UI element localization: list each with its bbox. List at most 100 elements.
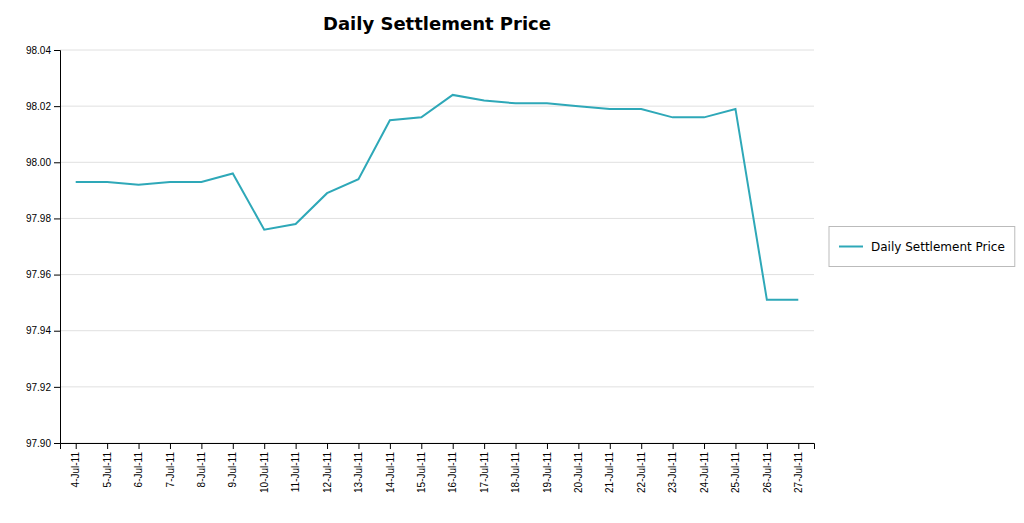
series-line bbox=[76, 95, 799, 300]
x-tick-mark bbox=[704, 443, 705, 449]
legend-item: Daily Settlement Price bbox=[839, 240, 1005, 254]
x-tick-label: 18-Jul-11 bbox=[510, 452, 521, 493]
title: Daily Settlement Price bbox=[323, 13, 551, 34]
x-tick-mark bbox=[327, 443, 328, 449]
y-tick: 97.90 bbox=[26, 438, 60, 449]
x-tick-mark bbox=[453, 443, 454, 449]
y-tick-label: 97.94 bbox=[26, 325, 51, 336]
grid-line bbox=[60, 162, 814, 163]
x-tick-label: 5-Jul-11 bbox=[102, 452, 113, 488]
x-tick-mark bbox=[296, 443, 297, 449]
x-tick: 12-Jul-11 bbox=[322, 443, 333, 493]
x-tick: 11-Jul-11 bbox=[290, 443, 301, 492]
y-tick-mark bbox=[54, 50, 60, 51]
x-tick: 14-Jul-11 bbox=[385, 443, 396, 493]
grid-line bbox=[60, 218, 814, 219]
legend-swatch bbox=[839, 246, 863, 248]
y-axis: 97.90 97.92 97.94 97.96 97.98 98.00 98.02 98.04 bbox=[26, 45, 61, 449]
x-axis-line bbox=[61, 444, 815, 450]
x-tick-label: 9-Jul-11 bbox=[227, 452, 238, 488]
x-tick-mark bbox=[201, 443, 202, 449]
x-tick: 22-Jul-11 bbox=[636, 443, 647, 493]
x-tick-mark bbox=[735, 443, 736, 449]
x-tick: 20-Jul-11 bbox=[573, 443, 584, 493]
x-tick-mark bbox=[610, 443, 611, 449]
y-tick-mark bbox=[54, 443, 60, 444]
x-tick: 27-Jul-11 bbox=[793, 443, 804, 493]
x-tick: 23-Jul-11 bbox=[667, 443, 678, 493]
x-tick-label: 8-Jul-11 bbox=[196, 452, 207, 488]
x-tick-label: 6-Jul-11 bbox=[133, 452, 144, 488]
x-tick-mark bbox=[673, 443, 674, 449]
legend-label: Daily Settlement Price bbox=[871, 240, 1005, 254]
x-tick: 16-Jul-11 bbox=[447, 443, 458, 493]
y-axis-line bbox=[54, 51, 61, 444]
x-tick-label: 21-Jul-11 bbox=[604, 452, 615, 493]
x-tick-label: 19-Jul-11 bbox=[542, 452, 553, 493]
y-tick-label: 97.96 bbox=[26, 269, 51, 280]
x-tick: 4-Jul-11 bbox=[70, 443, 81, 487]
grid-line bbox=[60, 50, 814, 51]
x-tick: 5-Jul-11 bbox=[102, 443, 113, 487]
x-tick-mark bbox=[233, 443, 234, 449]
x-tick-mark bbox=[76, 443, 77, 449]
y-tick-mark bbox=[54, 162, 60, 163]
x-tick-label: 15-Jul-11 bbox=[416, 452, 427, 493]
x-tick: 8-Jul-11 bbox=[196, 443, 207, 487]
x-tick: 18-Jul-11 bbox=[510, 443, 521, 493]
x-tick: 9-Jul-11 bbox=[227, 443, 238, 487]
grid bbox=[60, 50, 814, 443]
y-tick: 97.98 bbox=[26, 213, 60, 224]
x-tick-label: 20-Jul-11 bbox=[573, 452, 584, 493]
x-tick-label: 7-Jul-11 bbox=[165, 452, 176, 488]
x-tick: 25-Jul-11 bbox=[730, 443, 741, 493]
x-tick-mark bbox=[798, 443, 799, 449]
y-tick-mark bbox=[54, 387, 60, 388]
x-tick-mark bbox=[578, 443, 579, 449]
y-tick-label: 97.92 bbox=[26, 382, 51, 393]
y-tick: 97.96 bbox=[26, 269, 60, 280]
x-tick-mark bbox=[641, 443, 642, 449]
x-tick-label: 10-Jul-11 bbox=[259, 452, 270, 493]
y-tick: 98.04 bbox=[26, 45, 60, 56]
x-tick-mark bbox=[107, 443, 108, 449]
x-tick-mark bbox=[484, 443, 485, 449]
legend: Daily Settlement Price bbox=[829, 227, 1015, 267]
y-tick-mark bbox=[54, 275, 60, 276]
x-tick-mark bbox=[390, 443, 391, 449]
series-group bbox=[76, 95, 799, 300]
y-tick: 97.94 bbox=[26, 325, 60, 336]
x-tick-label: 24-Jul-11 bbox=[699, 452, 710, 493]
y-tick: 97.92 bbox=[26, 382, 60, 393]
y-tick-label: 97.98 bbox=[26, 213, 51, 224]
x-tick-mark bbox=[516, 443, 517, 449]
plot-area: 97.90 97.92 97.94 97.96 97.98 98.00 98.02 98.04… bbox=[26, 45, 815, 493]
x-tick-label: 14-Jul-11 bbox=[385, 452, 396, 493]
x-tick-label: 16-Jul-11 bbox=[447, 452, 458, 493]
chart: 97.90 97.92 97.94 97.96 97.98 98.00 98.02 98.04… bbox=[0, 0, 1024, 523]
y-tick-label: 98.04 bbox=[26, 45, 51, 56]
x-tick: 6-Jul-11 bbox=[133, 443, 144, 487]
grid-line bbox=[60, 274, 814, 275]
y-tick: 98.02 bbox=[26, 101, 60, 112]
x-tick: 17-Jul-11 bbox=[479, 443, 490, 493]
x-tick: 15-Jul-11 bbox=[416, 443, 427, 493]
x-tick: 24-Jul-11 bbox=[699, 443, 710, 493]
y-tick-mark bbox=[54, 331, 60, 332]
y-tick-mark bbox=[54, 218, 60, 219]
x-tick-label: 27-Jul-11 bbox=[793, 452, 804, 493]
x-tick: 21-Jul-11 bbox=[604, 443, 615, 493]
x-tick-label: 25-Jul-11 bbox=[730, 452, 741, 493]
x-tick-label: 26-Jul-11 bbox=[762, 452, 773, 493]
x-tick-mark bbox=[767, 443, 768, 449]
y-tick: 98.00 bbox=[26, 157, 60, 168]
legend-box bbox=[829, 227, 1015, 267]
x-tick: 7-Jul-11 bbox=[165, 443, 176, 487]
y-tick-mark bbox=[54, 106, 60, 107]
x-tick-label: 17-Jul-11 bbox=[479, 452, 490, 493]
x-tick-mark bbox=[358, 443, 359, 449]
x-tick-label: 23-Jul-11 bbox=[667, 452, 678, 493]
x-tick: 19-Jul-11 bbox=[542, 443, 553, 493]
x-tick-label: 22-Jul-11 bbox=[636, 452, 647, 493]
x-tick-label: 11-Jul-11 bbox=[290, 452, 301, 493]
